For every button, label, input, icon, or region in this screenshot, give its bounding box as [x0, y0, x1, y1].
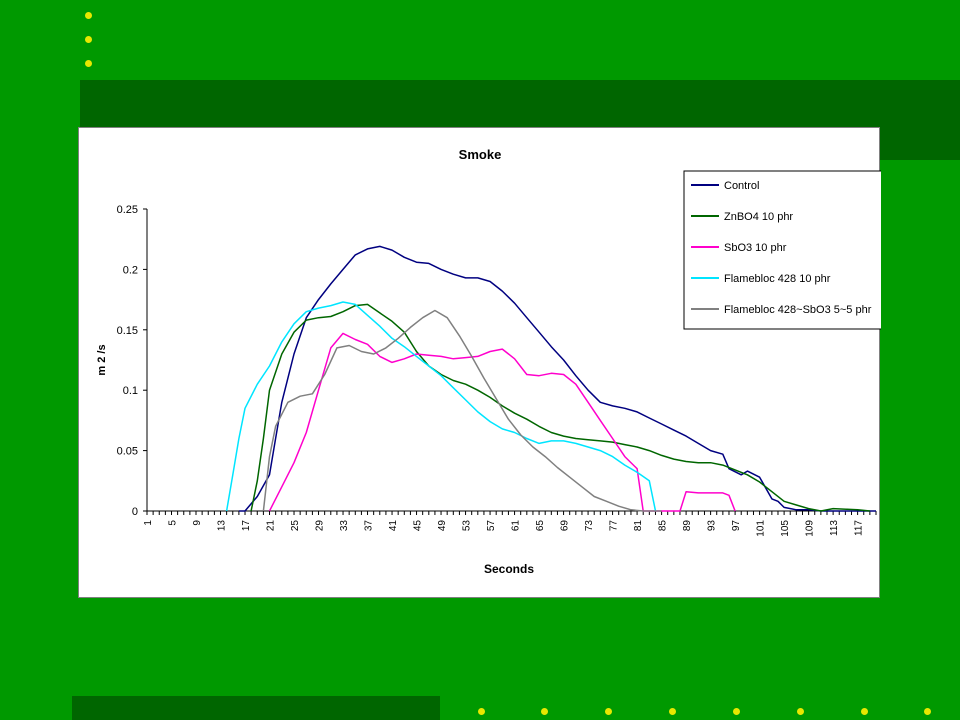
y-tick-label: 0.2	[123, 264, 138, 276]
x-axis-label: Seconds	[484, 562, 534, 576]
x-tick-label: 85	[658, 520, 669, 532]
y-tick-label: 0	[132, 506, 138, 518]
series-layer	[225, 245, 876, 512]
x-tick-label: 105	[780, 520, 791, 537]
x-tick-label: 97	[731, 520, 742, 532]
bullet-dot	[797, 708, 804, 715]
x-tick-label: 1	[143, 520, 154, 526]
x-tick-label: 117	[854, 520, 865, 536]
y-tick-label: 0.15	[117, 325, 138, 337]
bullet-dot	[85, 12, 92, 19]
legend-label: Flamebloc 428~SbO3 5~5 phr	[724, 304, 872, 316]
legend-label: Control	[724, 180, 759, 192]
x-tick-label: 45	[413, 520, 424, 532]
series-line-2	[250, 303, 870, 512]
bullet-dot	[669, 708, 676, 715]
x-tick-label: 5	[168, 520, 179, 526]
y-tick-label: 0.1	[123, 385, 138, 397]
x-tick-label: 89	[682, 520, 693, 532]
x-tick-label: 69	[560, 520, 571, 532]
bullet-dot	[85, 36, 92, 43]
y-tick-label: 0.25	[117, 204, 138, 216]
bullet-dot	[924, 708, 931, 715]
chart-panel: Smoke Seconds m 2 /s 0 0.05 0.1 0.15 0.2 0.25…	[78, 127, 881, 598]
x-tick-label: 21	[266, 520, 277, 532]
x-tick-label: 109	[805, 520, 816, 537]
x-tick-label: 77	[609, 520, 620, 532]
x-tick-label: 57	[486, 520, 497, 532]
axes: 0 0.05 0.1 0.15 0.2 0.25 1 5 9 13 17 21 25 29 33 37 41 45…	[117, 204, 877, 537]
legend-label: Flamebloc 428 10 phr	[724, 273, 831, 285]
legend-label: ZnBO4 10 phr	[724, 211, 793, 223]
x-tick-label: 13	[217, 520, 228, 532]
x-tick-label: 61	[511, 520, 522, 532]
x-tick-label: 25	[290, 520, 301, 532]
x-tick-label: 49	[437, 520, 448, 532]
x-tick-label: 93	[707, 520, 718, 532]
legend-label: SbO3 10 phr	[724, 242, 787, 254]
bullet-dot	[85, 60, 92, 67]
series-line-3	[268, 332, 736, 512]
bullet-dot	[541, 708, 548, 715]
x-tick-label: 17	[241, 520, 252, 532]
bullet-dot	[861, 708, 868, 715]
x-tick-label: 65	[535, 520, 546, 532]
x-tick-label: 37	[364, 520, 375, 532]
x-tick-label: 53	[462, 520, 473, 532]
x-tick-label: 41	[388, 520, 399, 532]
x-tick-label: 33	[339, 520, 350, 532]
y-axis-label: m 2 /s	[96, 344, 108, 375]
legend: Control ZnBO4 10 phr SbO3 10 phr Flamebloc …	[683, 170, 881, 330]
bullet-dot	[478, 708, 485, 715]
smoke-chart: Smoke Seconds m 2 /s 0 0.05 0.1 0.15 0.2 0.25…	[96, 147, 881, 576]
x-tick-label: 113	[829, 520, 840, 536]
x-tick-label: 73	[584, 520, 595, 532]
bullet-dot	[733, 708, 740, 715]
y-tick-label: 0.05	[117, 446, 138, 458]
x-tick-label: 29	[315, 520, 326, 532]
chart-title: Smoke	[459, 147, 502, 162]
footer-band	[72, 696, 440, 720]
legend-box	[683, 170, 881, 330]
x-tick-label: 81	[633, 520, 644, 532]
series-line-5	[262, 309, 662, 512]
bullet-dot	[605, 708, 612, 715]
series-line-4	[225, 301, 657, 512]
x-tick-label: 9	[192, 520, 203, 526]
x-tick-label: 101	[756, 520, 767, 537]
